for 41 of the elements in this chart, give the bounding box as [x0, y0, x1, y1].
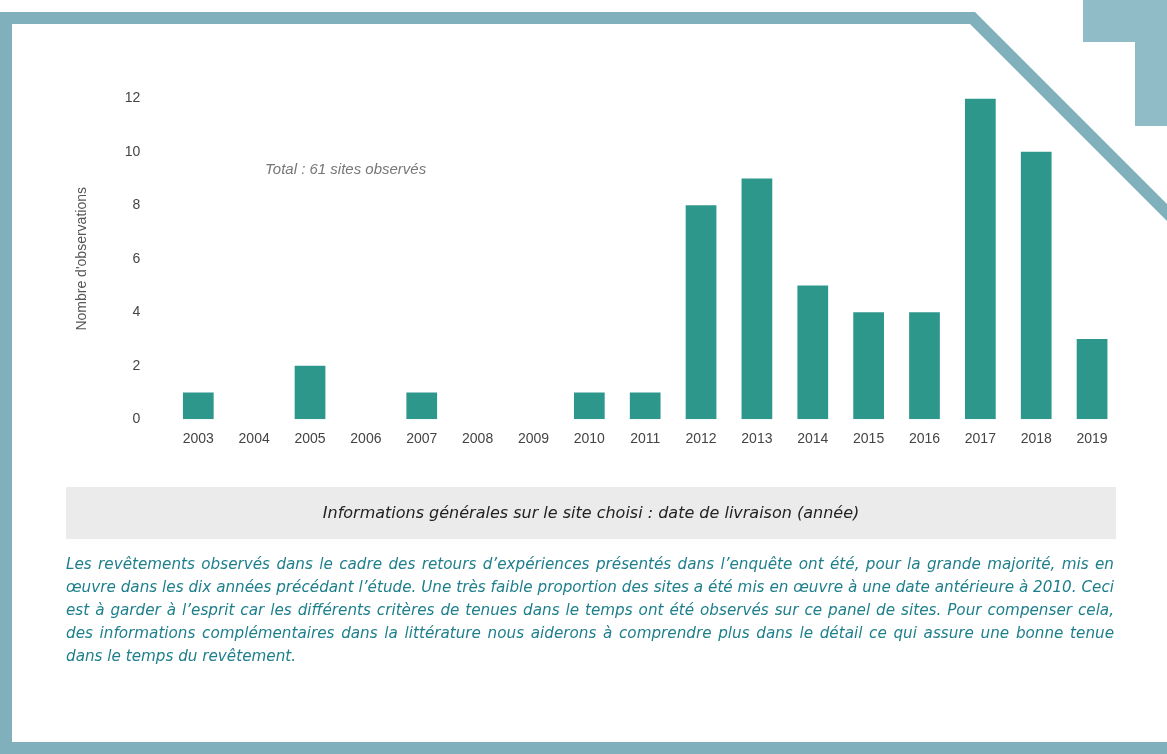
x-tick-label: 2006	[350, 430, 382, 447]
x-tick-label: 2003	[182, 430, 215, 447]
bar	[629, 392, 661, 420]
bar	[1076, 339, 1108, 420]
x-tick-label: 2004	[238, 430, 270, 447]
x-tick-label: 2014	[797, 430, 829, 447]
y-tick-label: 4	[132, 303, 141, 320]
y-tick-label: 0	[132, 410, 141, 427]
bar	[741, 178, 773, 420]
x-tick-label: 2015	[853, 430, 885, 447]
y-tick-label: 2	[132, 356, 141, 373]
x-tick-label: 2019	[1076, 430, 1108, 447]
bar	[909, 312, 940, 420]
x-tick-label: 2008	[462, 430, 494, 447]
annotation: Total : 61 sites observés	[265, 160, 427, 177]
x-tick-label: 2017	[964, 430, 997, 447]
y-tick-label: 6	[132, 249, 141, 266]
bar	[182, 392, 214, 420]
x-tick-label: 2013	[741, 430, 773, 447]
text: Informations générales sur le site choisi : date de livraison (année)	[66, 487, 1116, 539]
y-tick-label: 10	[124, 142, 141, 159]
x-tick-label: 2012	[685, 430, 717, 447]
bar	[406, 392, 438, 420]
x-tick-label: 2005	[294, 430, 326, 447]
x-tick-label: 2011	[630, 430, 661, 447]
bar	[1020, 151, 1052, 420]
y-tick-label: 8	[132, 196, 141, 213]
y-axis-title: Nombre d'observations	[73, 187, 90, 331]
bar	[573, 392, 605, 420]
bar	[964, 98, 996, 420]
bar	[797, 285, 829, 420]
x-tick-label: 2009	[517, 430, 550, 447]
x-tick-label: 2010	[573, 430, 606, 447]
x-tick-label: 2007	[406, 430, 438, 447]
x-tick-label: 2018	[1020, 430, 1052, 447]
x-tick-label: 2016	[908, 430, 941, 447]
text: Les revêtements observés dans le cadre des retours d’expériences présentés dans l’enquête ont été, pour la grande majorité, mis en œuvre dans les dix années précédant l’étude. Une très faible proportion des sites a été mis en œuvre à une date antérieure à 2010. Ceci est à garder à l’esprit car les différents critères de tenues dans le temps ont été observés sur ce panel de sites. Pour compenser cela, des informations complémentaires dans la littérature nous aiderons à comprendre plus dans le détail ce qui assure une bonne tenue dans le temps du revêtement.	[66, 554, 1114, 667]
bar	[685, 205, 717, 420]
y-tick-label: 12	[124, 89, 141, 106]
bar	[294, 365, 326, 420]
bar	[853, 312, 884, 420]
